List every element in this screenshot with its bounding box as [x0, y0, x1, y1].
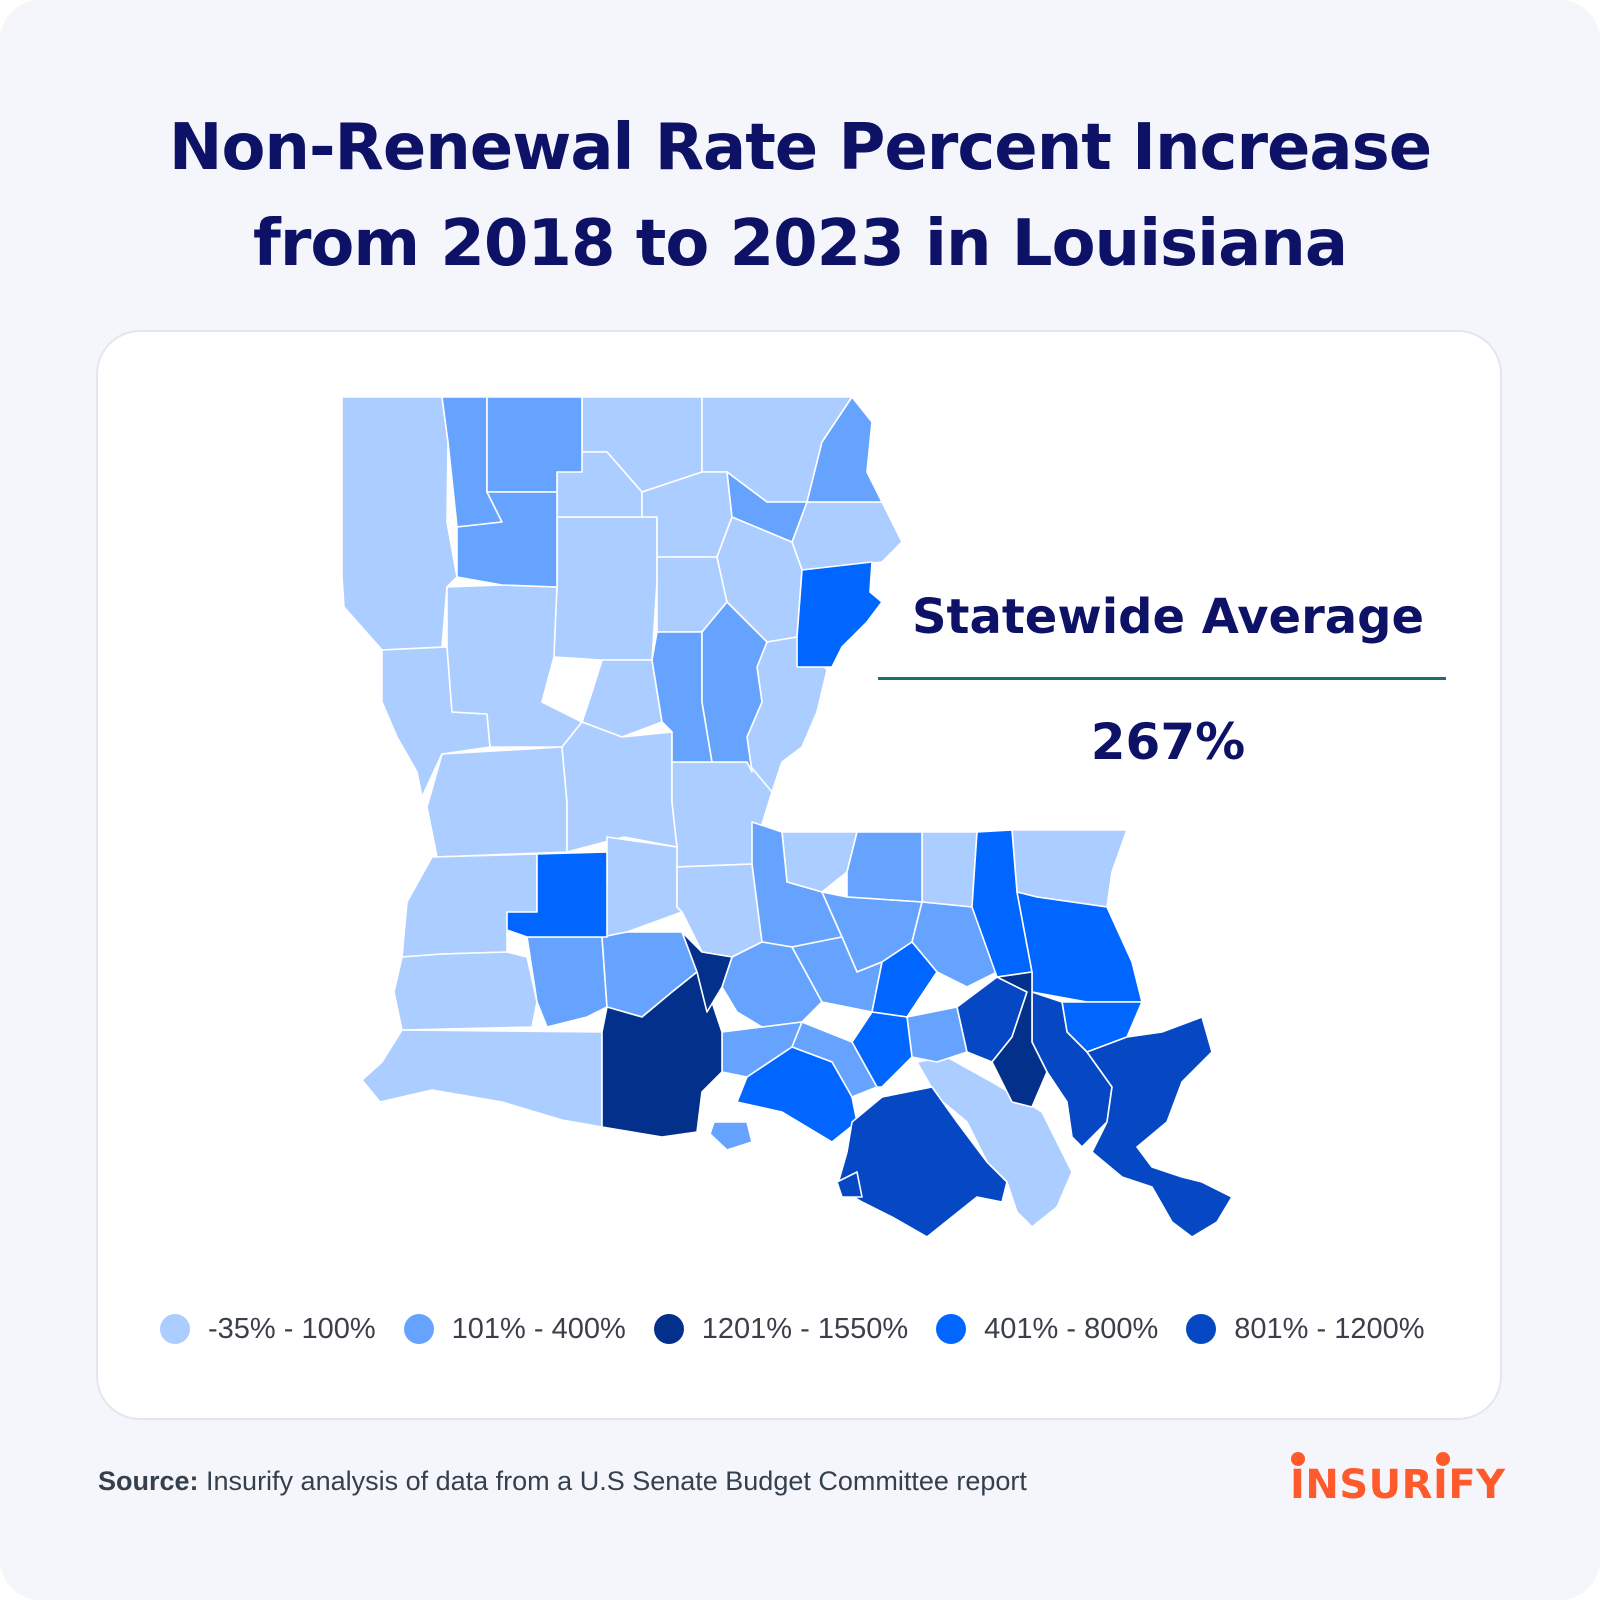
map-card: Statewide Average 267% -35% - 100% 101% … — [96, 330, 1502, 1420]
parish-region — [581, 659, 663, 738]
parish-region — [806, 396, 883, 503]
legend-label: 401% - 800% — [984, 1312, 1159, 1345]
legend-item: 1201% - 1550% — [653, 1312, 909, 1346]
parish-region — [341, 396, 458, 651]
legend-swatch — [653, 1314, 684, 1344]
logo-dot-left — [1291, 1452, 1305, 1466]
legend-swatch — [403, 1314, 434, 1344]
title-line-2: from 2018 to 2023 in Louisiana — [253, 207, 1348, 281]
parish-region — [561, 721, 678, 853]
parish-region — [681, 931, 733, 1013]
parish-region — [393, 951, 538, 1031]
parish-region — [506, 851, 608, 938]
parish-region — [401, 853, 538, 958]
legend-item: -35% - 100% — [160, 1313, 376, 1346]
parish-region — [836, 1171, 863, 1198]
brand-name: INSURIFY — [1290, 1462, 1506, 1508]
statewide-average-box: Statewide Average 267% — [878, 587, 1458, 772]
louisiana-choropleth-map — [341, 396, 1233, 1238]
legend-label: 801% - 1200% — [1234, 1312, 1425, 1345]
legend-swatch — [1186, 1314, 1217, 1344]
legend-item: 101% - 400% — [403, 1312, 626, 1346]
parish-region — [871, 941, 938, 1018]
source-note: Source: Insurify analysis of data from a… — [98, 1466, 1027, 1497]
parish-region — [426, 746, 568, 858]
parish-region — [916, 1056, 1073, 1228]
parish-region — [601, 836, 683, 938]
parish-region — [601, 971, 723, 1138]
parish-region — [796, 561, 883, 668]
logo-dot-right — [1436, 1452, 1450, 1466]
parish-region — [553, 516, 658, 661]
parish-region — [709, 1121, 753, 1151]
title-line-1: Non-Renewal Rate Percent Increase — [168, 111, 1432, 185]
parish-region — [991, 971, 1048, 1108]
parish-region — [361, 1029, 603, 1128]
legend-item: 801% - 1200% — [1186, 1312, 1425, 1346]
parish-region — [921, 831, 978, 908]
parish-region — [526, 936, 608, 1028]
legend-swatch — [936, 1314, 967, 1344]
legend-item: 401% - 800% — [936, 1313, 1158, 1346]
statewide-average-label: Statewide Average — [911, 589, 1425, 645]
page-title: Non-Renewal Rate Percent Increase from 2… — [0, 100, 1600, 292]
legend-swatch — [160, 1314, 190, 1344]
statewide-average-value: 267% — [1090, 713, 1246, 771]
parish-region — [851, 1011, 913, 1088]
parish-region — [1016, 891, 1143, 1003]
parish-region — [791, 501, 903, 571]
parish-region — [1086, 1016, 1233, 1238]
insurify-logo: INSURIFY — [1290, 1448, 1520, 1518]
legend-label: 101% - 400% — [451, 1312, 626, 1345]
source-text: Insurify analysis of data from a U.S Sen… — [198, 1466, 1027, 1496]
parish-region — [726, 471, 808, 543]
parish-region — [456, 491, 558, 588]
legend-label: -35% - 100% — [208, 1312, 376, 1345]
statewide-average-divider — [878, 677, 1446, 680]
source-prefix: Source: — [98, 1466, 199, 1496]
parish-region — [701, 601, 768, 773]
parish-region — [846, 831, 923, 903]
parish-region — [906, 1006, 968, 1063]
map-legend: -35% - 100% 101% - 400% 1201% - 1550% 40… — [160, 1307, 1480, 1351]
legend-label: 1201% - 1550% — [701, 1312, 909, 1345]
